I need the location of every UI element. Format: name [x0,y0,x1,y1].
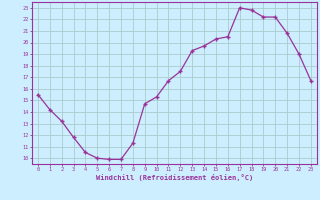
X-axis label: Windchill (Refroidissement éolien,°C): Windchill (Refroidissement éolien,°C) [96,174,253,181]
